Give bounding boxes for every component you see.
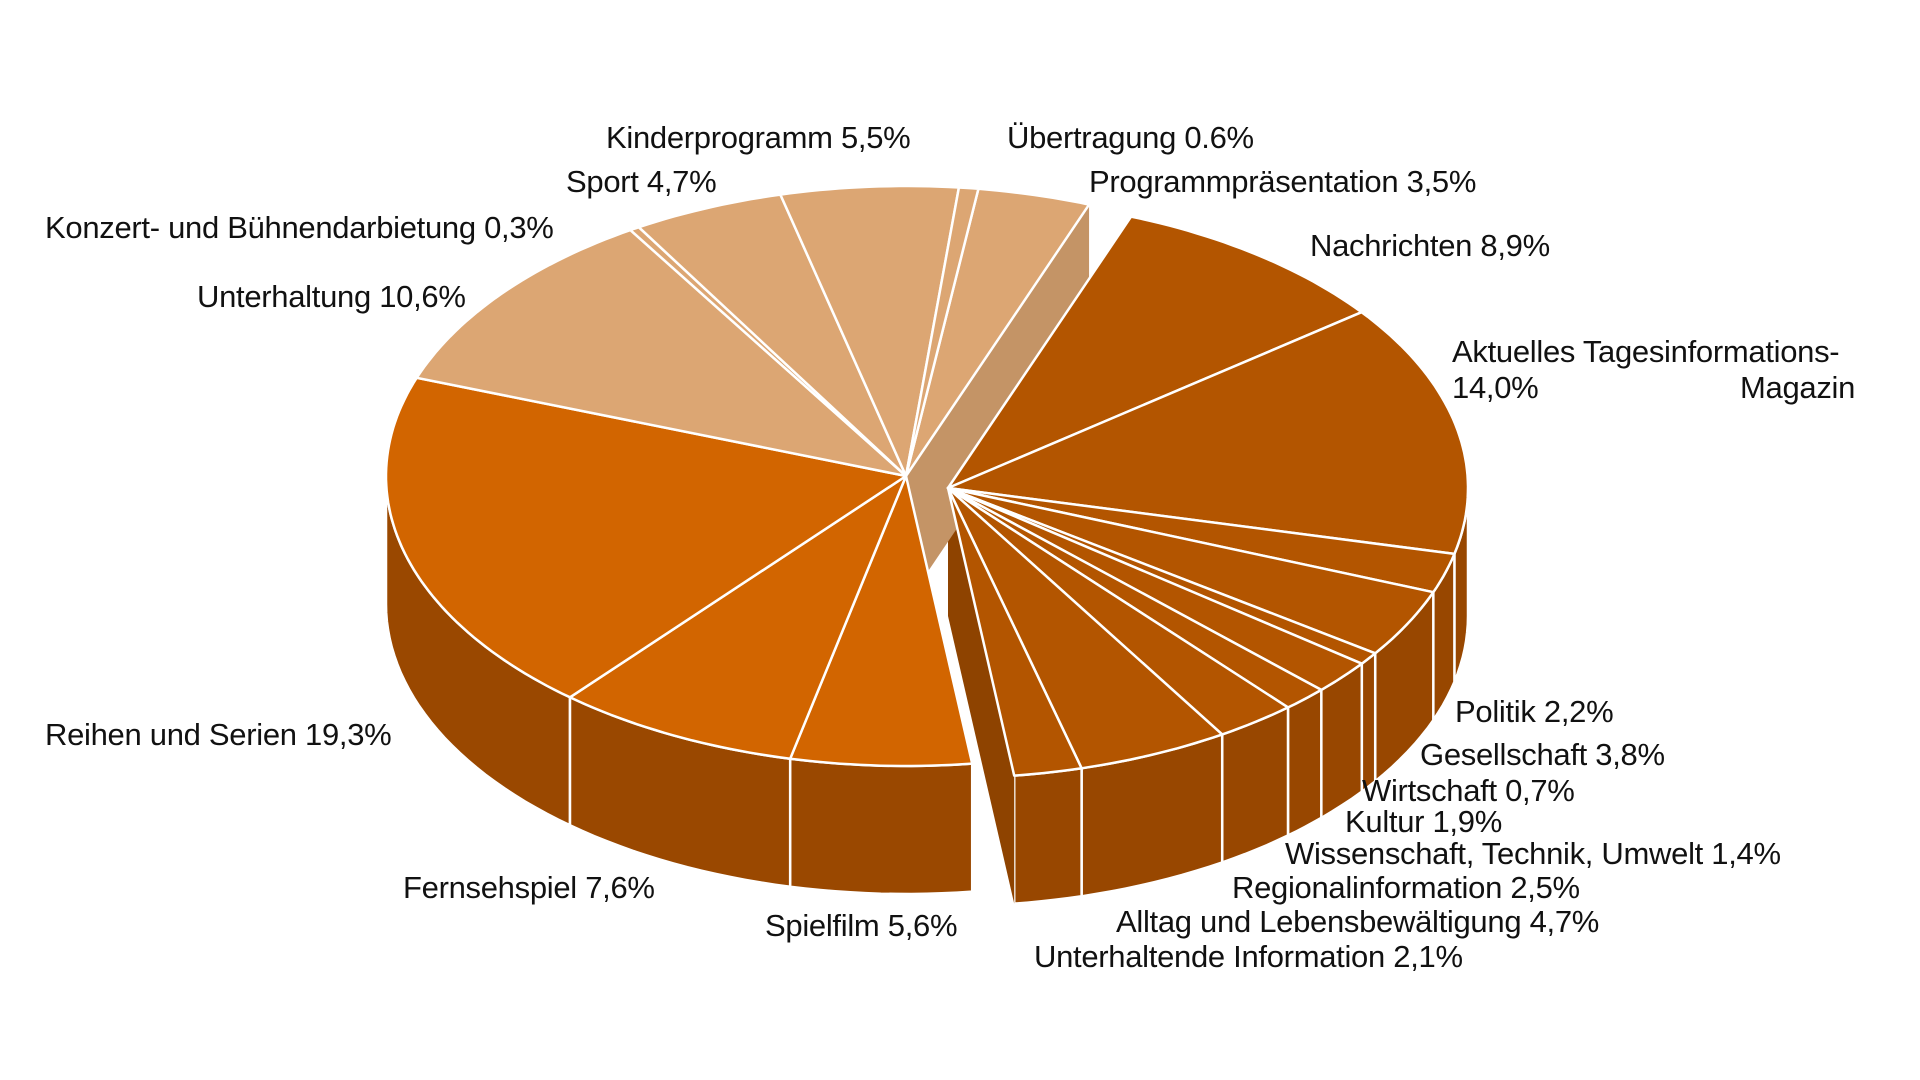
- label-spielfilm: Spielfilm 5,6%: [765, 908, 958, 943]
- pie-slice-10: [946, 486, 1083, 777]
- pie-slice-2: [946, 310, 1470, 556]
- pie-slice-9: [946, 486, 1224, 770]
- label-wirtschaft: Wirtschaft 0,7%: [1362, 773, 1575, 808]
- label-gesellschaft: Gesellschaft 3,8%: [1420, 737, 1665, 772]
- label-wissenschaft: Wissenschaft, Technik, Umwelt 1,4%: [1285, 836, 1781, 871]
- pie-slice-17: [779, 184, 961, 478]
- pie-slice-12: [568, 474, 908, 760]
- label-unterhaltende-information: Unterhaltende Information 2,1%: [1034, 939, 1463, 974]
- pie-side-5: [1360, 652, 1377, 793]
- pie-slice-16: [637, 193, 908, 478]
- pie-slice-6: [946, 486, 1364, 692]
- pie-slice-8: [946, 486, 1290, 736]
- pie-slice-11: [788, 474, 974, 768]
- label-kinderprogramm: Kinderprogramm 5,5%: [606, 120, 911, 155]
- label-aktuelles-pct: 14,0%: [1452, 370, 1539, 405]
- pie-side-7: [1286, 688, 1323, 837]
- pie-slice-1: [946, 215, 1363, 490]
- pie-slice-13: [384, 376, 908, 699]
- label-sport: Sport 4,7%: [566, 164, 717, 199]
- exploded-cut-wall: [948, 488, 1015, 904]
- label-konzert: Konzert- und Bühnendarbietung 0,3%: [45, 210, 554, 245]
- pie-slice-14: [415, 228, 908, 478]
- label-aktuelles-line2: Magazin: [1740, 370, 1856, 405]
- pie-slice-18: [904, 186, 980, 478]
- label-kultur: Kultur 1,9%: [1345, 804, 1502, 839]
- label-uebertragung: Übertragung 0.6%: [1007, 120, 1254, 155]
- pie-slice-4: [946, 486, 1435, 655]
- label-unterhaltung: Unterhaltung 10,6%: [197, 279, 466, 314]
- label-fernsehspiel: Fernsehspiel 7,6%: [403, 870, 655, 905]
- label-regionalinformation: Regionalinformation 2,5%: [1232, 870, 1580, 905]
- label-reihen-serien: Reihen und Serien 19,3%: [45, 717, 392, 752]
- label-programmpraesentation: Programmpräsentation 3,5%: [1089, 164, 1477, 199]
- label-politik: Politik 2,2%: [1455, 694, 1614, 729]
- pie-side-11: [788, 757, 974, 896]
- pie-slice-7: [946, 486, 1323, 709]
- pie-slice-0: [904, 187, 1091, 478]
- label-nachrichten: Nachrichten 8,9%: [1310, 228, 1550, 263]
- label-aktuelles-line1: Aktuelles Tagesinformations-: [1452, 334, 1840, 369]
- label-alltag: Alltag und Lebensbewältigung 4,7%: [1116, 904, 1600, 939]
- pie-side-10: [1012, 767, 1083, 905]
